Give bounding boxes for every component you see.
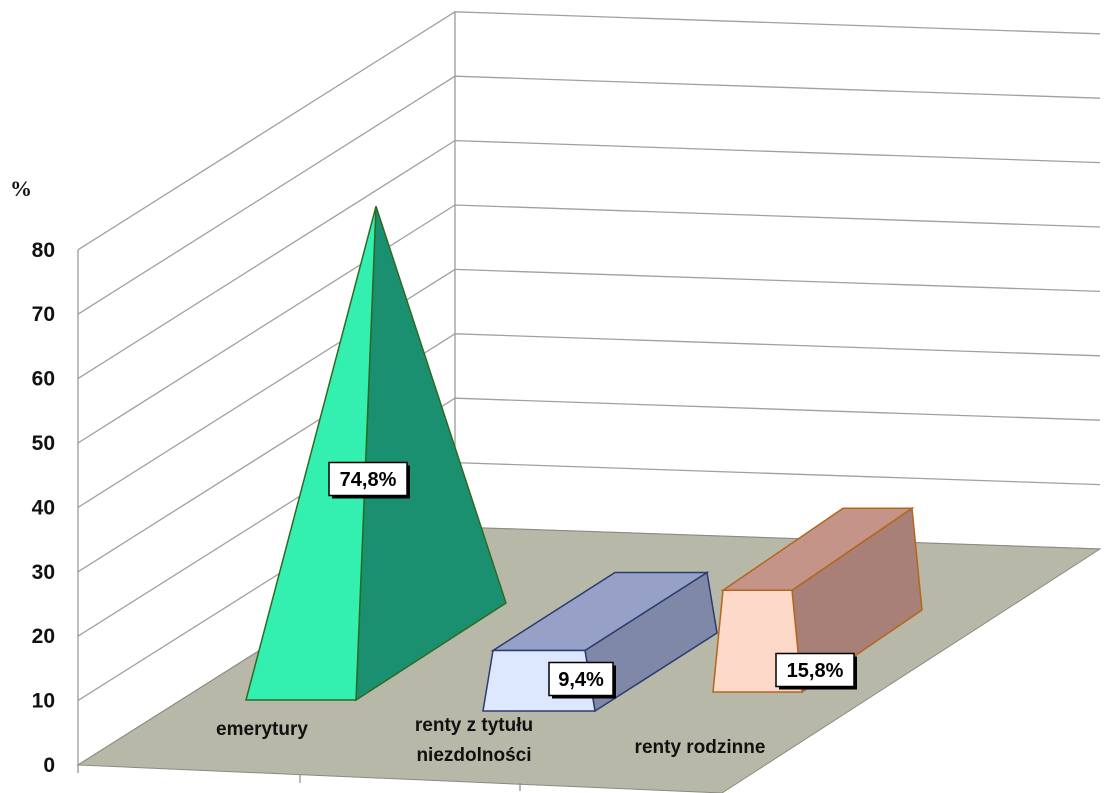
value-label-text: 74,8% — [340, 469, 397, 491]
y-axis-ticks: 0 10 20 30 40 50 60 70 80 — [32, 239, 55, 777]
value-labels: 74,8% 9,4% 15,8% — [328, 461, 857, 699]
bar-1 — [245, 206, 507, 702]
category-label-1: emerytury — [216, 719, 308, 740]
category-label-2: renty z tytułu — [415, 715, 533, 736]
y-tick-label: 80 — [32, 239, 55, 262]
value-label-box — [548, 661, 614, 697]
value-label-box — [328, 461, 408, 497]
gridlines — [77, 11, 1101, 766]
y-tick-label: 30 — [32, 561, 55, 584]
bar-front-face — [245, 206, 377, 701]
y-tick-label: 20 — [32, 625, 55, 648]
y-axis-unit-label: % — [10, 176, 32, 201]
value-label-text: 15,8% — [787, 660, 844, 682]
category-label-2: niezdolności — [416, 745, 531, 766]
bars — [245, 206, 923, 713]
y-tick-label: 40 — [32, 496, 55, 519]
y-tick-label: 60 — [32, 368, 55, 391]
y-tick-label: 70 — [32, 303, 55, 326]
y-tick-label: 10 — [32, 690, 55, 713]
value-label-2: 9,4% — [548, 661, 616, 699]
value-label-3: 15,8% — [775, 652, 857, 690]
category-label-3: renty rodzinne — [635, 737, 766, 758]
y-tick-label: 50 — [32, 432, 55, 455]
value-label-box — [775, 652, 855, 688]
value-label-text: 9,4% — [558, 669, 604, 691]
bar-3 — [712, 506, 923, 694]
y-tick-label: 0 — [43, 754, 55, 777]
value-label-1: 74,8% — [328, 461, 410, 499]
category-labels: emerytury renty z tytułu niezdolności renty… — [216, 715, 765, 766]
